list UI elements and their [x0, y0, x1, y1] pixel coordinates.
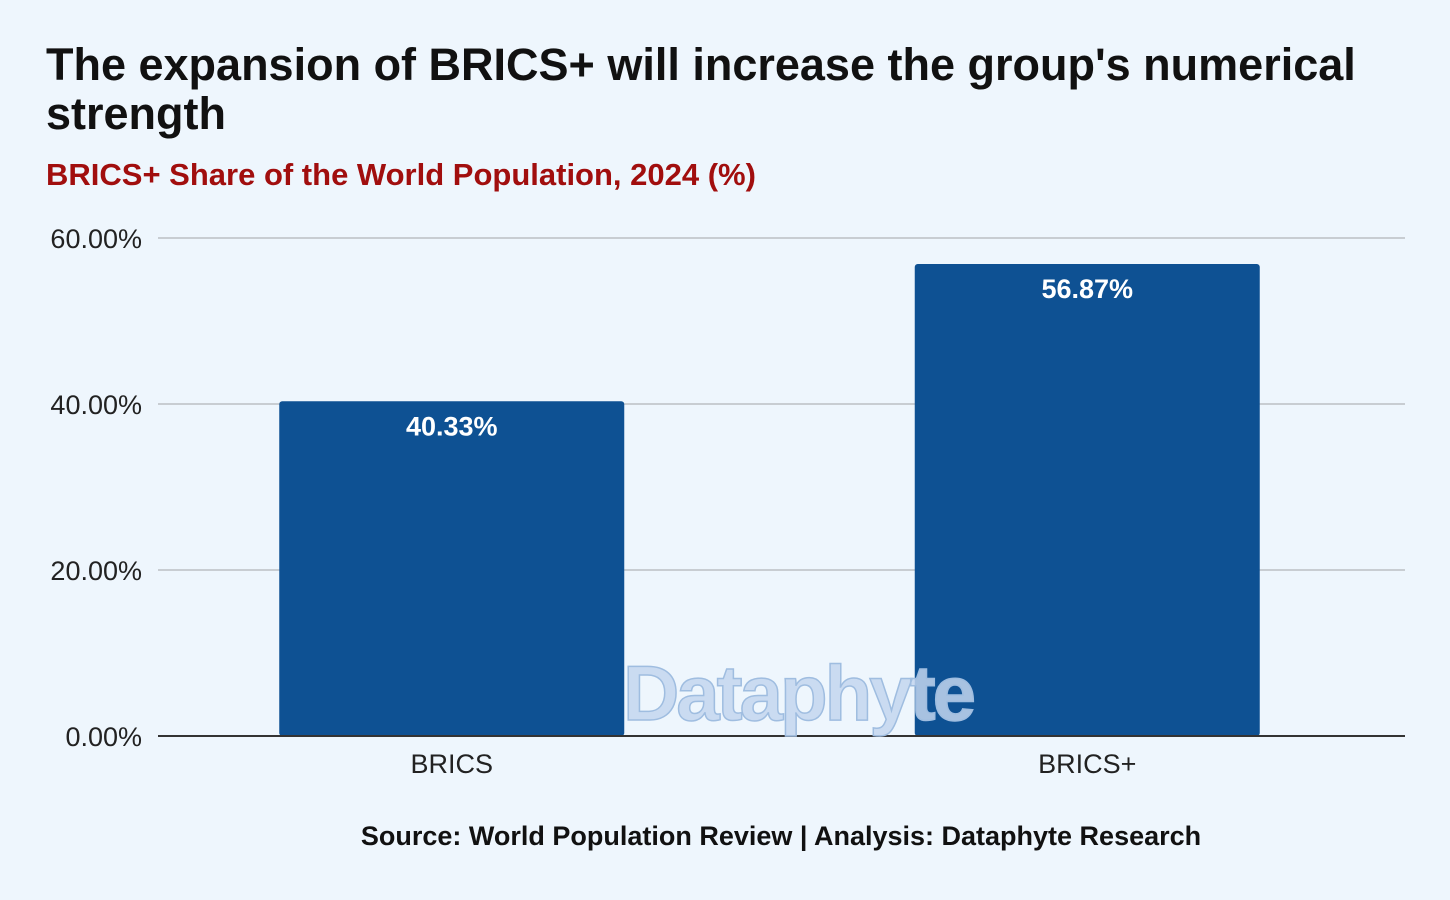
data-label: 56.87%	[1041, 274, 1133, 304]
source-note: Source: World Population Review | Analys…	[360, 821, 1202, 851]
bar	[914, 263, 1260, 736]
y-tick-label: 0.00%	[65, 722, 142, 752]
chart-subtitle: BRICS+ Share of the World Population, 20…	[46, 157, 756, 192]
y-tick-label: 60.00%	[50, 224, 142, 254]
bar	[279, 401, 625, 736]
y-tick-label: 20.00%	[50, 556, 142, 586]
x-tick-label: BRICS	[410, 749, 493, 779]
data-label: 40.33%	[406, 411, 498, 441]
chart-title: The expansion of BRICS+ will increase th…	[46, 39, 1356, 139]
x-tick-label: BRICS+	[1038, 749, 1136, 779]
y-tick-label: 40.00%	[50, 390, 142, 420]
watermark-logo: Dataphyte	[623, 649, 974, 737]
